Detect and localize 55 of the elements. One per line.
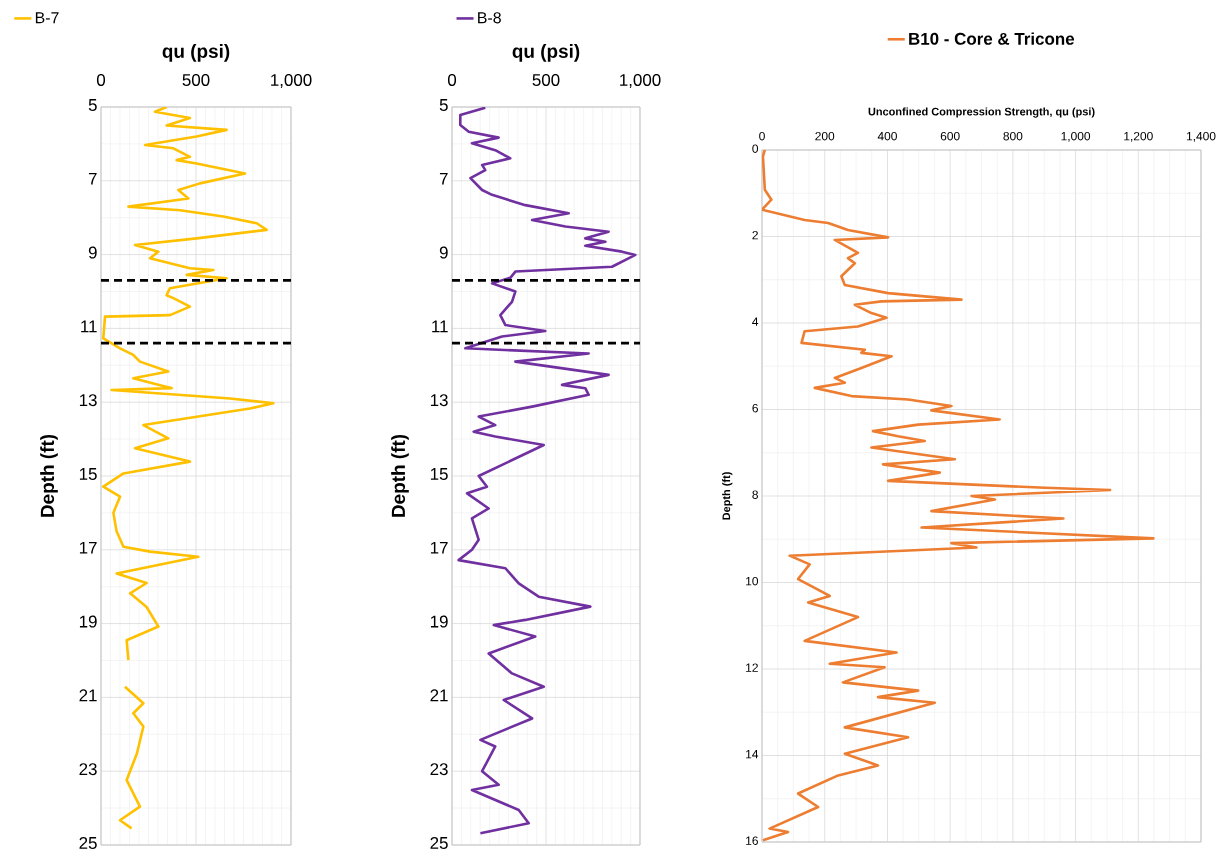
line-series xyxy=(762,149,1155,842)
y-axis-title: Depth (ft) xyxy=(722,472,733,520)
y-tick-label: 8 xyxy=(752,490,758,499)
y-tick-label: 14 xyxy=(746,750,759,759)
y-tick-label: 12 xyxy=(746,663,758,672)
y-tick-label: 25 xyxy=(79,836,97,849)
y-tick-label: 5 xyxy=(88,99,97,111)
y-tick-label: 7 xyxy=(88,172,97,185)
x-tick-label: 200 xyxy=(815,131,835,141)
x-axis-title: qu (psi) xyxy=(162,44,230,62)
legend-label: B10 - Core & Tricone xyxy=(909,32,1075,45)
x-tick-label: 400 xyxy=(877,131,897,141)
x-tick-label: 500 xyxy=(532,73,560,86)
y-tick-label: 13 xyxy=(430,394,448,407)
x-tick-label: 1,000 xyxy=(1061,131,1091,142)
y-tick-label: 16 xyxy=(746,836,758,845)
x-tick-label: 800 xyxy=(1003,131,1023,141)
y-tick-label: 17 xyxy=(79,541,97,554)
y-tick-label: 0 xyxy=(752,144,759,153)
y-tick-label: 6 xyxy=(752,403,758,413)
x-axis-title: Unconfined Compression Strength, qu (psi) xyxy=(868,107,1095,118)
x-tick-label: 1,200 xyxy=(1124,131,1153,142)
y-tick-label: 17 xyxy=(430,541,448,554)
y-tick-label: 5 xyxy=(439,99,448,111)
y-tick-label: 7 xyxy=(439,172,448,185)
x-tick-label: 1,000 xyxy=(620,73,661,88)
x-tick-label: 600 xyxy=(940,131,960,141)
y-tick-label: 10 xyxy=(746,576,759,586)
x-tick-label: 0 xyxy=(96,73,106,86)
y-tick-label: 15 xyxy=(430,468,448,480)
y-axis-title: Depth (ft) xyxy=(40,434,58,517)
y-tick-label: 13 xyxy=(79,394,97,407)
y-tick-label: 11 xyxy=(432,320,448,333)
y-tick-label: 19 xyxy=(430,615,448,628)
y-tick-label: 9 xyxy=(88,246,97,259)
y-tick-label: 23 xyxy=(79,763,97,776)
y-tick-label: 15 xyxy=(79,468,97,480)
x-tick-label: 500 xyxy=(182,73,210,86)
x-axis-title: qu (psi) xyxy=(512,44,580,62)
x-tick-label: 1,000 xyxy=(271,73,312,88)
y-tick-label: 19 xyxy=(79,615,97,628)
line-series xyxy=(457,106,637,835)
legend-label: B-8 xyxy=(478,12,501,24)
y-tick-label: 9 xyxy=(439,246,448,259)
y-tick-label: 11 xyxy=(81,320,97,333)
legend-label: B-7 xyxy=(35,12,59,24)
y-tick-label: 21 xyxy=(430,689,448,702)
y-axis-title: Depth (ft) xyxy=(391,434,409,517)
y-tick-label: 21 xyxy=(79,689,97,702)
x-tick-label: 1,400 xyxy=(1186,131,1216,142)
y-tick-label: 2 xyxy=(752,230,758,240)
y-tick-label: 25 xyxy=(430,836,448,849)
y-tick-label: 23 xyxy=(430,763,448,776)
y-tick-label: 4 xyxy=(752,317,759,326)
x-tick-label: 0 xyxy=(447,73,457,86)
